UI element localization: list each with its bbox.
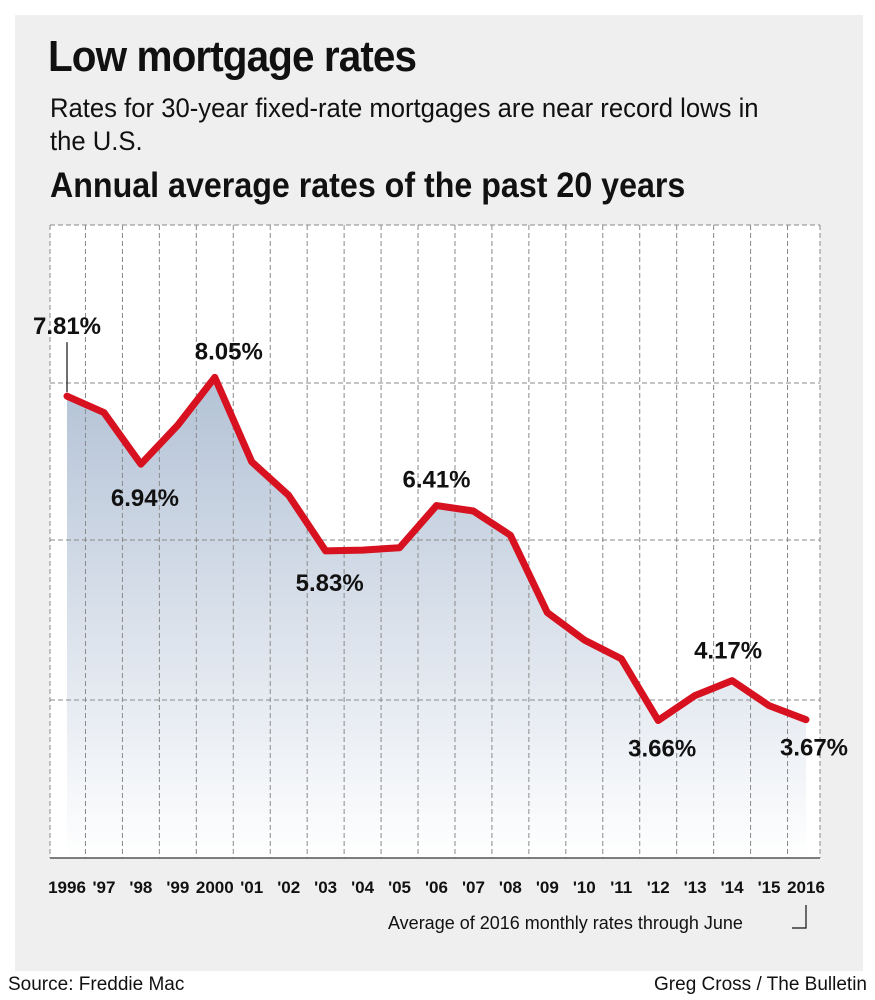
x-tick-label: '06 (425, 878, 448, 897)
data-point (175, 423, 180, 428)
data-point (804, 717, 808, 722)
data-label: 6.94% (111, 485, 179, 512)
data-point (212, 375, 217, 380)
data-point (619, 656, 624, 661)
data-point (434, 503, 439, 508)
data-point (693, 693, 698, 698)
data-point (360, 548, 365, 553)
x-tick-label: 1996 (48, 878, 86, 897)
area-fill (67, 377, 806, 858)
data-point (397, 545, 402, 550)
x-tick-label: '04 (351, 878, 374, 897)
data-point (582, 637, 587, 642)
data-point (101, 410, 106, 415)
data-point (656, 718, 661, 723)
data-point (730, 678, 735, 683)
chart-footnote: Average of 2016 monthly rates through Ju… (388, 913, 743, 933)
data-label: 5.83% (296, 570, 364, 597)
x-tick-label: '08 (499, 878, 522, 897)
x-tick-label: '01 (240, 878, 263, 897)
data-point (767, 703, 772, 708)
data-label: 4.17% (694, 638, 762, 665)
data-point (138, 462, 143, 467)
data-point (471, 509, 476, 514)
x-tick-label: '10 (573, 878, 596, 897)
x-tick-label: '99 (166, 878, 189, 897)
page-subtitle: Rates for 30-year fixed-rate mortgages a… (50, 93, 759, 156)
x-tick-label: '07 (462, 878, 485, 897)
x-tick-label: 2000 (196, 878, 234, 897)
data-point (65, 394, 69, 399)
x-tick-label: '97 (92, 878, 115, 897)
page-title: Low mortgage rates (48, 32, 417, 81)
x-tick-label: '13 (684, 878, 707, 897)
x-tick-label: '12 (647, 878, 670, 897)
data-label: 3.66% (628, 735, 696, 762)
x-tick-label: '15 (758, 878, 781, 897)
chart-title: Annual average rates of the past 20 year… (50, 166, 686, 205)
data-point (545, 610, 550, 615)
data-point (286, 493, 291, 498)
data-label: 3.67% (780, 735, 848, 762)
data-label: 7.81% (33, 313, 101, 340)
x-tick-label: '98 (129, 878, 152, 897)
data-point (508, 533, 513, 538)
data-point (323, 548, 328, 553)
x-tick-label: '11 (610, 878, 632, 897)
x-tick-label: '14 (721, 878, 744, 897)
x-tick-label: 2016 (787, 878, 825, 897)
data-label: 8.05% (195, 338, 263, 365)
x-tick-label: '02 (277, 878, 300, 897)
x-tick-label: '03 (314, 878, 337, 897)
x-tick-label: '09 (536, 878, 559, 897)
footnote-bracket (792, 905, 807, 929)
data-label: 6.41% (402, 467, 470, 494)
author-credit: Greg Cross / The Bulletin (654, 974, 867, 995)
x-tick-label: '05 (388, 878, 411, 897)
source-credit: Source: Freddie Mac (8, 974, 185, 995)
data-point (249, 459, 254, 464)
